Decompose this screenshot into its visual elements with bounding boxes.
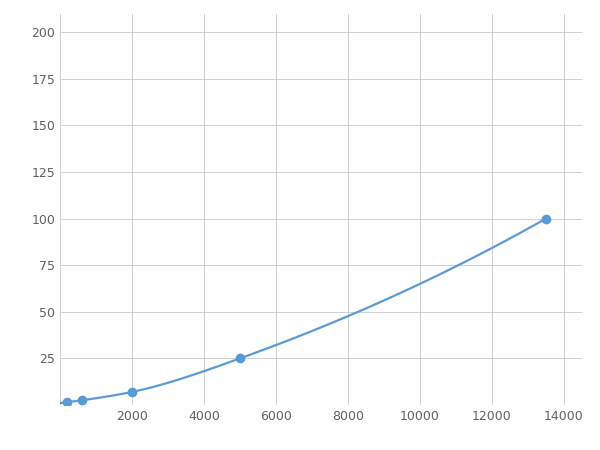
Point	[235, 355, 245, 362]
Point	[77, 397, 86, 404]
Point	[62, 399, 72, 406]
Point	[127, 388, 137, 396]
Point	[541, 215, 551, 222]
